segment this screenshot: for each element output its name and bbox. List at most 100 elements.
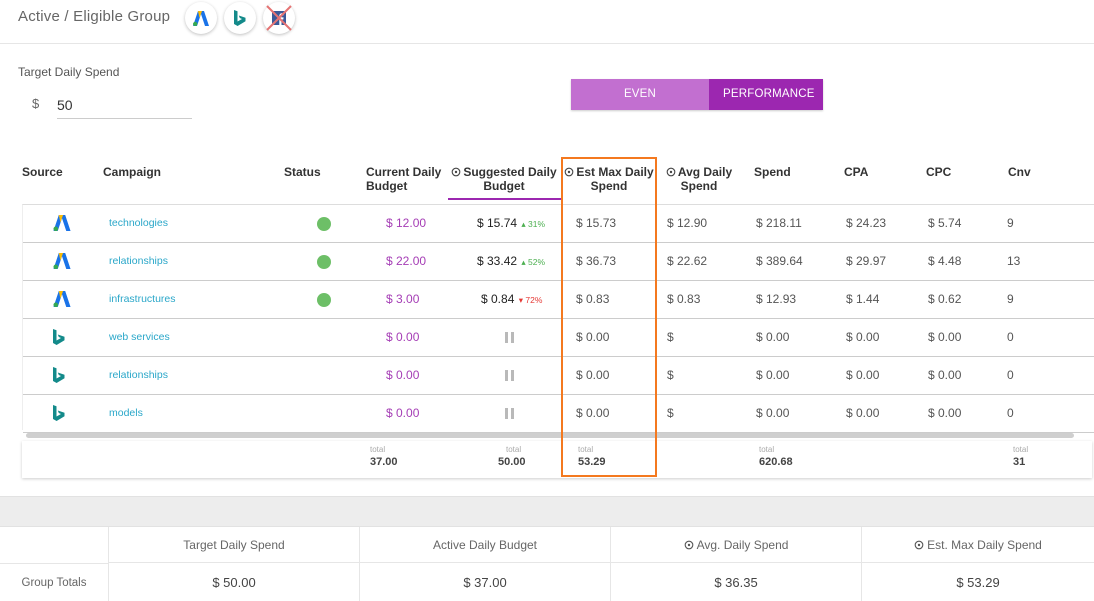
- spend-cell: $ 12.93: [756, 292, 797, 306]
- table-row: relationships $ 22.00 $ 33.42 ▴ 52% $ 36…: [23, 243, 1094, 281]
- table-row: technologies $ 12.00 $ 15.74 ▴ 31% $ 15.…: [23, 205, 1094, 243]
- gt-value: $ 36.35: [714, 575, 758, 590]
- even-distribution-button[interactable]: EVEN DISTRIBUTION: [571, 79, 709, 131]
- avg-daily-cell: $: [667, 330, 674, 344]
- gt-header: Est. Max Daily Spend: [862, 527, 1094, 563]
- total-value: 50.00: [498, 456, 526, 468]
- campaign-link[interactable]: relationships: [109, 369, 168, 381]
- campaign-link[interactable]: technologies: [109, 217, 168, 229]
- table-row: models $ 0.00 $ 0.00 $ $ 0.00 $ 0.00 $ 0…: [23, 395, 1094, 433]
- cpc-cell: $ 0.00: [928, 368, 962, 382]
- group-title: Active / Eligible Group: [18, 8, 171, 25]
- total-label: total: [370, 445, 386, 454]
- paused-status-icon: [505, 370, 514, 382]
- source-cell: [53, 367, 65, 385]
- target-daily-spend-label: Target Daily Spend: [18, 65, 120, 79]
- gt-header: Target Daily Spend: [109, 527, 359, 563]
- google-ads-channel-button[interactable]: [185, 2, 217, 34]
- col-avg-daily-spend[interactable]: Avg Daily Spend: [664, 165, 734, 193]
- source-cell: [53, 291, 71, 309]
- active-status-icon: [317, 216, 331, 231]
- status-cell[interactable]: [317, 243, 331, 280]
- total-label: total: [1013, 445, 1029, 454]
- facebook-channel-button[interactable]: [263, 2, 295, 34]
- total-spend: total 620.68: [759, 445, 793, 468]
- status-cell[interactable]: [317, 205, 331, 242]
- col-spend[interactable]: Spend: [754, 165, 791, 179]
- table-row: relationships $ 0.00 $ 0.00 $ $ 0.00 $ 0…: [23, 357, 1094, 395]
- cpa-cell: $ 0.00: [846, 368, 880, 382]
- est-max-cell: $ 0.00: [576, 406, 610, 420]
- table-row: web services $ 0.00 $ 0.00 $ $ 0.00 $ 0.…: [23, 319, 1094, 357]
- target-icon: [451, 167, 461, 177]
- col-est-max-daily-spend[interactable]: Est Max Daily Spend: [563, 165, 655, 193]
- group-totals-label: Group Totals: [0, 563, 108, 601]
- horizontal-scrollbar[interactable]: [26, 433, 1074, 438]
- current-budget-cell: $ 0.00: [386, 406, 420, 420]
- distribution-toggle: EVEN DISTRIBUTION PERFORMANCE: [571, 79, 823, 131]
- target-icon: [564, 167, 574, 177]
- status-cell[interactable]: [505, 395, 514, 432]
- target-daily-spend-input[interactable]: [57, 92, 192, 119]
- gt-avg-daily-spend: Avg. Daily Spend $ 36.35: [610, 527, 861, 601]
- cnv-cell: 0: [1007, 406, 1014, 420]
- facebook-disabled-icon: [266, 5, 292, 31]
- col-current-line1: Current Daily: [366, 165, 442, 179]
- cpa-cell: $ 0.00: [846, 330, 880, 344]
- cpc-cell: $ 0.00: [928, 406, 962, 420]
- status-cell[interactable]: [505, 319, 514, 356]
- avg-daily-cell: $: [667, 368, 674, 382]
- campaign-link[interactable]: web services: [109, 331, 170, 343]
- cpa-cell: $ 1.44: [846, 292, 880, 306]
- status-cell[interactable]: [505, 357, 514, 394]
- performance-button[interactable]: PERFORMANCE: [709, 79, 823, 110]
- source-cell: [53, 215, 71, 233]
- spend-cell: $ 218.11: [756, 216, 802, 230]
- bing-icon: [53, 367, 65, 383]
- campaign-link[interactable]: relationships: [109, 255, 168, 267]
- current-budget-cell: $ 22.00: [386, 254, 427, 268]
- col-current-daily-budget[interactable]: Current Daily Budget: [366, 165, 441, 193]
- delta-value: 52%: [528, 257, 546, 267]
- gt-target-daily-spend: Target Daily Spend $ 50.00: [108, 527, 359, 601]
- gt-value: $ 50.00: [212, 575, 256, 590]
- col-status[interactable]: Status: [284, 165, 321, 179]
- col-avg-line2: Spend: [680, 179, 718, 193]
- col-campaign[interactable]: Campaign: [103, 165, 162, 179]
- campaign-link[interactable]: models: [109, 407, 143, 419]
- total-value: 620.68: [759, 456, 793, 468]
- suggested-budget-cell: $ 15.74 ▴ 31%: [477, 205, 545, 242]
- suggested-value: $ 33.42: [477, 254, 518, 268]
- google-ads-icon: [193, 10, 209, 26]
- delta-down: ▾ 72%: [516, 295, 543, 305]
- col-est-line1: Est Max Daily: [576, 165, 654, 179]
- spend-cell: $ 389.64: [756, 254, 803, 268]
- suggested-value: $ 0.84: [481, 292, 515, 306]
- active-status-icon: [317, 292, 331, 307]
- bing-channel-button[interactable]: [224, 2, 256, 34]
- source-cell: [53, 405, 65, 423]
- cnv-cell: 0: [1007, 330, 1014, 344]
- avg-daily-cell: $: [667, 406, 674, 420]
- cnv-cell: 9: [1007, 216, 1014, 230]
- cpc-cell: $ 5.74: [928, 216, 962, 230]
- paused-status-icon: [505, 332, 514, 344]
- col-suggested-line1: Suggested Daily: [463, 165, 557, 179]
- bing-icon: [53, 329, 65, 345]
- status-cell[interactable]: [317, 281, 331, 318]
- target-icon: [914, 540, 924, 550]
- group-header: Active / Eligible Group: [0, 0, 1094, 44]
- sort-indicator: [448, 198, 561, 200]
- col-cpa[interactable]: CPA: [844, 165, 869, 179]
- current-budget-cell: $ 12.00: [386, 216, 427, 230]
- col-cnv[interactable]: Cnv: [1008, 165, 1031, 179]
- col-cpc[interactable]: CPC: [926, 165, 952, 179]
- gt-header: Active Daily Budget: [360, 527, 610, 563]
- col-suggested-daily-budget[interactable]: Suggested Daily Budget: [450, 165, 558, 193]
- current-budget-cell: $ 3.00: [386, 292, 420, 306]
- suggested-budget-cell: $ 0.84 ▾ 72%: [481, 281, 542, 318]
- campaign-link[interactable]: infrastructures: [109, 293, 176, 305]
- est-max-cell: $ 0.83: [576, 292, 610, 306]
- col-source[interactable]: Source: [22, 165, 63, 179]
- source-cell: [53, 253, 71, 271]
